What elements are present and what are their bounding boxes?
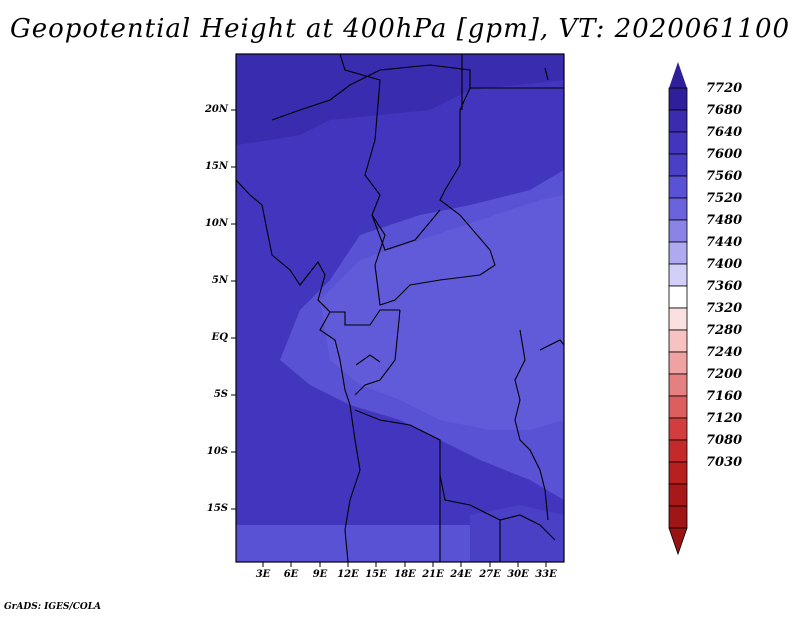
colorbar-label-7440: 7440	[706, 235, 743, 250]
colorbar-seg-18	[668, 483, 688, 507]
lat-label-5n: 5N	[211, 275, 228, 286]
colorbar	[668, 62, 688, 556]
map-plot	[235, 53, 565, 563]
lat-label-15n: 15N	[204, 161, 228, 172]
colorbar-seg-4	[668, 175, 688, 199]
colorbar-seg-17	[668, 461, 688, 485]
colorbar-seg-3	[668, 153, 688, 177]
colorbar-seg-16	[668, 439, 688, 463]
colorbar-seg-10	[668, 307, 688, 331]
colorbar-label-7160: 7160	[706, 389, 743, 404]
colorbar-label-7680: 7680	[706, 103, 743, 118]
lat-label-15s: 15S	[206, 503, 228, 514]
colorbar-seg-11	[668, 329, 688, 353]
map-fill-central-inner	[320, 195, 564, 430]
colorbar-label-7400: 7400	[706, 257, 743, 272]
colorbar-seg-5	[668, 197, 688, 221]
lon-label-30e: 30E	[507, 569, 529, 580]
colorbar-seg-12	[668, 351, 688, 375]
colorbar-seg-7	[668, 241, 688, 265]
colorbar-top-arrow	[669, 62, 687, 88]
lat-label-5s: 5S	[213, 389, 228, 400]
colorbar-label-7360: 7360	[706, 279, 743, 294]
lon-label-6e: 6E	[283, 569, 299, 580]
lon-label-21e: 21E	[422, 569, 444, 580]
lat-label-20n: 20N	[204, 104, 228, 115]
colorbar-seg-13	[668, 373, 688, 397]
colorbar-label-7560: 7560	[706, 169, 743, 184]
colorbar-seg-1	[668, 109, 688, 133]
lat-label-eq: EQ	[211, 332, 228, 343]
colorbar-seg-2	[668, 131, 688, 155]
colorbar-label-7520: 7520	[706, 191, 743, 206]
colorbar-label-7030: 7030	[706, 455, 743, 470]
colorbar-seg-8	[668, 263, 688, 287]
colorbar-label-7600: 7600	[706, 147, 743, 162]
lat-label-10s: 10S	[206, 446, 228, 457]
colorbar-label-7640: 7640	[706, 125, 743, 140]
colorbar-label-7320: 7320	[706, 301, 743, 316]
colorbar-seg-0	[668, 87, 688, 111]
map-fill-south-corner	[470, 505, 564, 562]
colorbar-bottom-arrow	[668, 527, 688, 556]
map-ticks	[231, 109, 547, 567]
map-fill-north-deep	[236, 54, 564, 145]
colorbar-label-7080: 7080	[706, 433, 743, 448]
footer-credit: GrADS: IGES/COLA	[4, 602, 102, 612]
colorbar-seg-14	[668, 395, 688, 419]
lon-label-24e: 24E	[450, 569, 472, 580]
lon-label-12e: 12E	[337, 569, 359, 580]
colorbar-label-7720: 7720	[706, 81, 743, 96]
colorbar-label-7480: 7480	[706, 213, 743, 228]
colorbar-label-7240: 7240	[706, 345, 743, 360]
lat-label-10n: 10N	[204, 218, 228, 229]
colorbar-seg-19	[668, 505, 688, 529]
colorbar-label-7280: 7280	[706, 323, 743, 338]
lon-label-33e: 33E	[535, 569, 557, 580]
lon-label-27e: 27E	[479, 569, 501, 580]
chart-title: Geopotential Height at 400hPa [gpm], VT:…	[9, 14, 791, 44]
lon-label-3e: 3E	[255, 569, 271, 580]
colorbar-label-7200: 7200	[706, 367, 743, 382]
colorbar-label-7120: 7120	[706, 411, 743, 426]
lon-label-15e: 15E	[365, 569, 387, 580]
colorbar-seg-15	[668, 417, 688, 441]
map-frame	[235, 53, 565, 563]
map-borders	[235, 53, 565, 563]
colorbar-seg-6	[668, 219, 688, 243]
lon-label-18e: 18E	[394, 569, 416, 580]
colorbar-seg-9	[668, 285, 688, 309]
lon-label-9e: 9E	[312, 569, 328, 580]
